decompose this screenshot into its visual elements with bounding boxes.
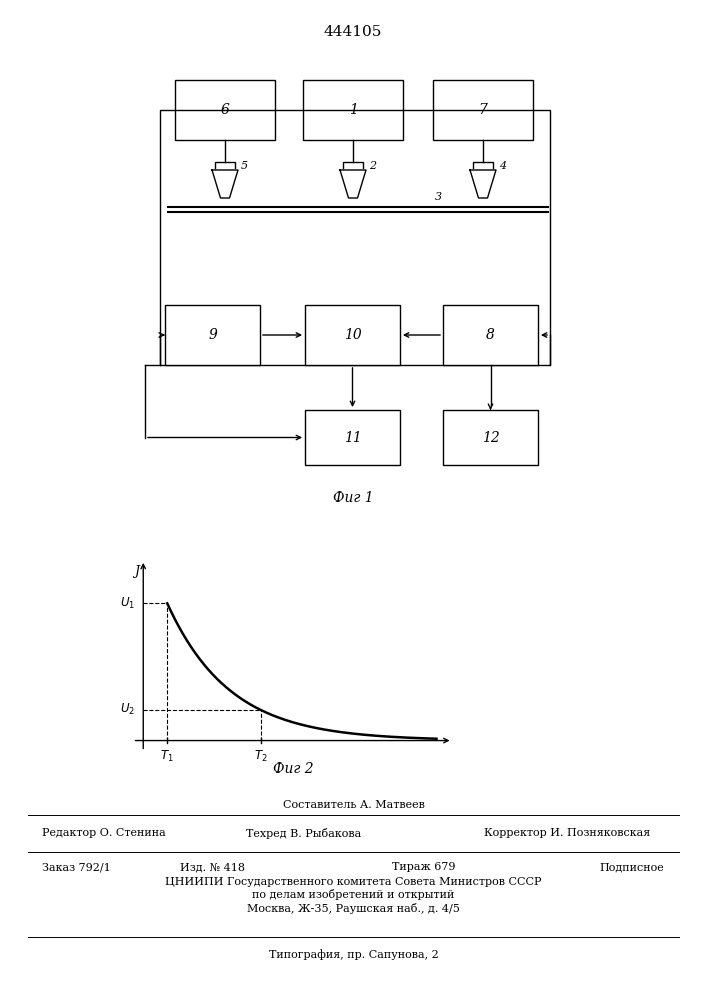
Text: 6: 6 (221, 103, 230, 117)
Text: 8: 8 (486, 328, 495, 342)
Text: 4: 4 (499, 161, 506, 171)
Bar (175, 80, 275, 140)
Text: Подписное: Подписное (600, 862, 665, 872)
Polygon shape (470, 170, 496, 198)
Text: Изд. № 418: Изд. № 418 (180, 862, 245, 872)
Text: Типография, пр. Сапунова, 2: Типография, пр. Сапунова, 2 (269, 949, 438, 960)
Bar (473, 162, 493, 170)
Text: 12: 12 (481, 430, 499, 444)
Text: $U_2$: $U_2$ (120, 702, 135, 717)
Text: Фиг 2: Фиг 2 (273, 762, 314, 776)
Text: 7: 7 (479, 103, 487, 117)
Text: ЦНИИПИ Государственного комитета Совета Министров СССР: ЦНИИПИ Государственного комитета Совета … (165, 877, 542, 887)
Polygon shape (212, 170, 238, 198)
Text: 1: 1 (349, 103, 358, 117)
Text: 9: 9 (208, 328, 217, 342)
Bar (305, 305, 400, 365)
Text: 10: 10 (344, 328, 361, 342)
Text: 2: 2 (369, 161, 376, 171)
Bar (443, 305, 538, 365)
Text: J: J (134, 565, 139, 578)
Text: Редактор О. Стенина: Редактор О. Стенина (42, 828, 166, 838)
Text: Составитель А. Матвеев: Составитель А. Матвеев (283, 800, 424, 810)
Text: $U_1$: $U_1$ (120, 596, 135, 611)
Text: 3: 3 (435, 192, 442, 202)
Bar (165, 305, 260, 365)
Text: Корректор И. Позняковская: Корректор И. Позняковская (484, 828, 650, 838)
Bar (443, 410, 538, 465)
Bar (160, 110, 550, 365)
Bar (305, 410, 400, 465)
Text: Тираж 679: Тираж 679 (392, 862, 456, 872)
Text: 444105: 444105 (324, 25, 382, 39)
Text: Фиг 1: Фиг 1 (333, 491, 373, 505)
Text: по делам изобретений и открытий: по делам изобретений и открытий (252, 890, 455, 900)
Text: 5: 5 (241, 161, 248, 171)
Text: Москва, Ж-35, Раушская наб., д. 4/5: Москва, Ж-35, Раушская наб., д. 4/5 (247, 902, 460, 914)
Bar (343, 162, 363, 170)
Text: Заказ 792/1: Заказ 792/1 (42, 862, 111, 872)
Bar (303, 80, 403, 140)
Text: $T_1$: $T_1$ (160, 748, 174, 764)
Bar (433, 80, 533, 140)
Text: Техред В. Рыбакова: Техред В. Рыбакова (246, 828, 362, 839)
Polygon shape (340, 170, 366, 198)
Text: $T_2$: $T_2$ (254, 748, 267, 764)
Bar (215, 162, 235, 170)
Text: 11: 11 (344, 430, 361, 444)
